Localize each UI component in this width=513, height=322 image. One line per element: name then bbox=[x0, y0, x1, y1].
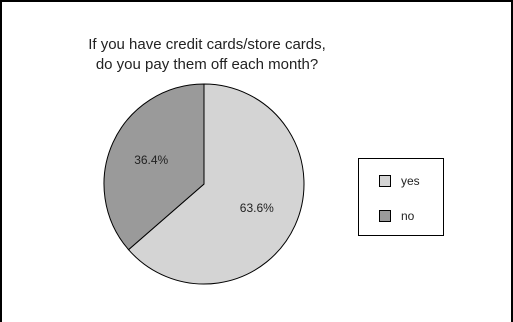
pie-slice-no bbox=[103, 83, 205, 251]
slice-label-yes: 63.6% bbox=[240, 201, 274, 215]
slice-label-no: 36.4% bbox=[134, 153, 168, 167]
legend-item-no: no bbox=[379, 209, 414, 223]
legend-item-yes: yes bbox=[379, 174, 420, 188]
chart-title-line-1: If you have credit cards/store cards, bbox=[88, 36, 326, 53]
legend-swatch-no bbox=[379, 210, 391, 222]
legend-swatch-yes bbox=[379, 175, 391, 187]
chart-title-line-2: do you pay them off each month? bbox=[95, 56, 319, 73]
legend-label-yes: yes bbox=[401, 174, 420, 188]
legend-label-no: no bbox=[401, 209, 415, 223]
pie-slice-yes bbox=[127, 83, 305, 285]
chart-legend: yes no bbox=[358, 158, 444, 236]
